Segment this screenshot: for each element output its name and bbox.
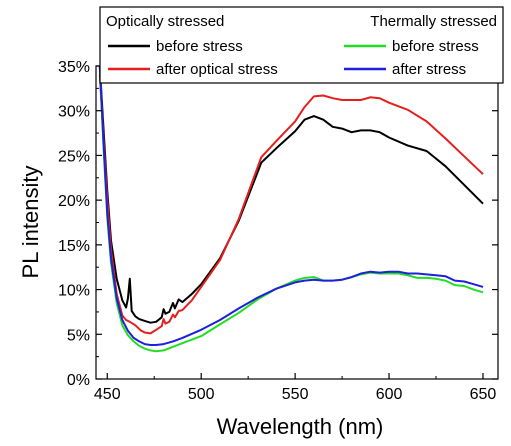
x-tick-label: 550 xyxy=(282,386,309,403)
legend-label-thermal-before: before stress xyxy=(392,38,479,55)
series-layer xyxy=(98,66,484,353)
legend-group-thermal-title: Thermally stressed xyxy=(370,13,497,30)
series-line-thermal-after-stress xyxy=(98,66,484,346)
y-tick-label: 15% xyxy=(58,238,90,255)
series-line-optical-before-stress xyxy=(98,66,484,324)
y-tick-label: 5% xyxy=(67,327,90,344)
y-tick-label: 10% xyxy=(58,283,90,300)
ticks-layer: 450 500 550 600 650 0% 5% 10% 15% 20% 25% 30% 35% xyxy=(58,59,498,403)
x-tick-label: 650 xyxy=(470,386,497,403)
y-tick-label: 25% xyxy=(58,148,90,165)
y-tick-label: 20% xyxy=(58,193,90,210)
legend: Optically stressed Thermally stressed be… xyxy=(99,6,504,84)
legend-box xyxy=(99,6,504,84)
x-tick-label: 500 xyxy=(188,386,215,403)
x-axis-title: Wavelength (nm) xyxy=(217,414,384,439)
legend-label-optical-after: after optical stress xyxy=(156,61,278,78)
legend-label-thermal-after: after stress xyxy=(392,61,466,78)
y-tick-label: 35% xyxy=(58,59,90,76)
y-tick-label: 0% xyxy=(67,372,90,389)
y-axis-title: PL intensity xyxy=(18,166,43,279)
x-tick-label: 600 xyxy=(376,386,403,403)
series-line-thermal-before-stress xyxy=(98,66,484,353)
legend-group-optical-title: Optically stressed xyxy=(106,13,224,30)
legend-label-optical-before: before stress xyxy=(156,38,243,55)
x-tick-label: 450 xyxy=(94,386,121,403)
series-line-optical-after-optical-stress xyxy=(98,74,484,335)
y-tick-label: 30% xyxy=(58,104,90,121)
plot-frame xyxy=(95,65,499,380)
